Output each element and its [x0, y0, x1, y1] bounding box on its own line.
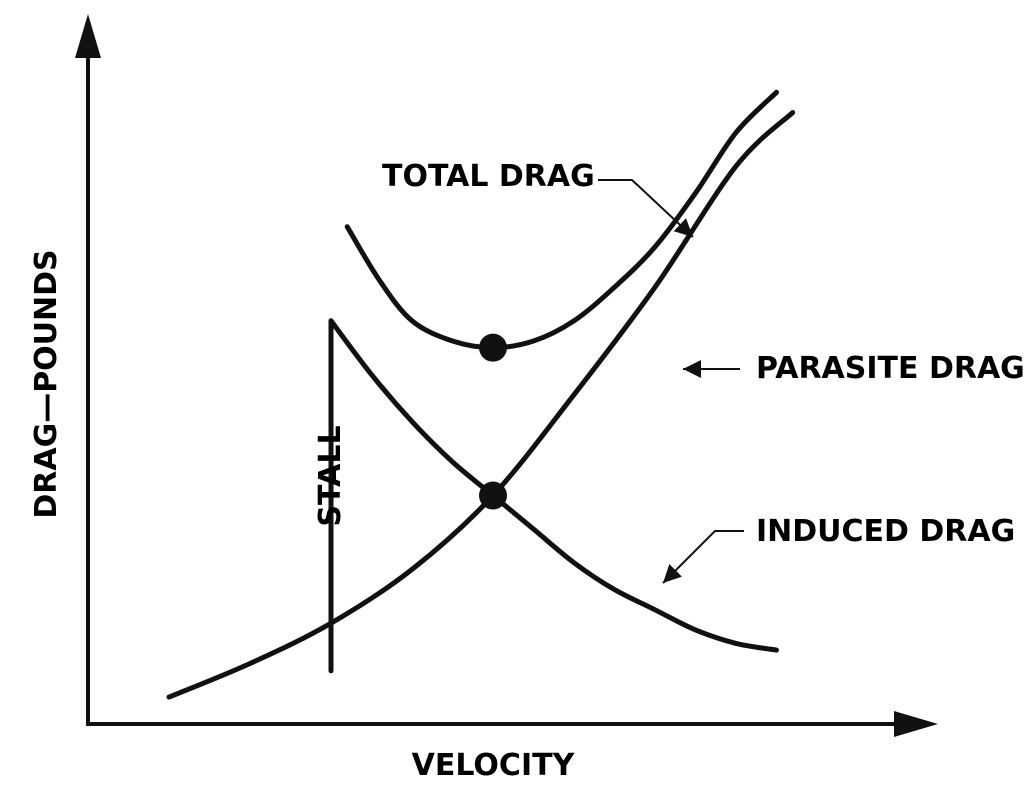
stall-label: STALL — [313, 425, 348, 526]
minimum-total-drag-marker — [479, 333, 507, 362]
y-axis-arrowhead — [75, 14, 101, 58]
parasite-drag-curve — [166, 110, 796, 700]
induced-drag-leader-arrow — [662, 530, 744, 584]
y-axis-label: DRAG—POUNDS — [29, 249, 64, 518]
induced-drag-label: INDUCED DRAG — [756, 514, 1015, 549]
total-drag-leader-arrow — [598, 179, 694, 238]
x-axis-arrowhead — [894, 711, 938, 737]
drag-crossover-marker — [479, 481, 507, 510]
x-axis-label: VELOCITY — [412, 748, 576, 783]
total-drag-curve — [344, 89, 779, 351]
parasite-drag-label: PARASITE DRAG — [756, 351, 1024, 386]
total-drag-label: TOTAL DRAG — [382, 159, 595, 194]
induced-drag-curve — [328, 318, 779, 653]
